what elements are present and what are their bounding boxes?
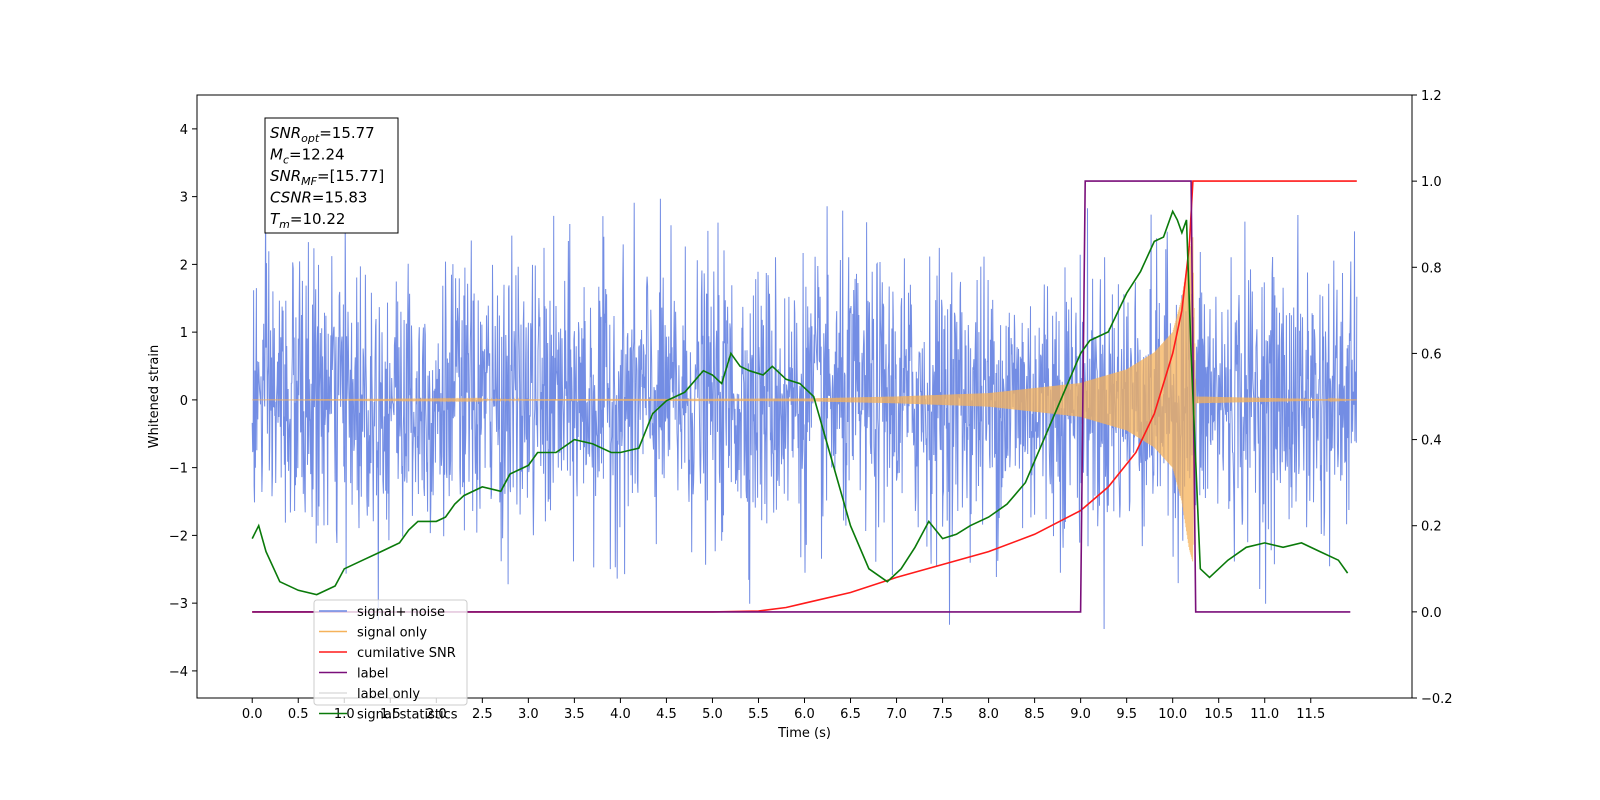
x-tick-label: 11.5 xyxy=(1296,707,1325,722)
x-axis: 0.0 0.5 1.0 1.5 2.0 2.5 3.0 3.5 4.0 4.5 5.0 5.5 6.0 6… xyxy=(242,698,1325,722)
legend-item-label: signal+ noise xyxy=(357,605,445,620)
annotation-line: Mc=12.24 xyxy=(270,146,345,167)
y-right-tick-label: 0.0 xyxy=(1421,606,1442,621)
y-left-tick-label: 0 xyxy=(180,394,188,409)
x-tick-label: 10.5 xyxy=(1204,707,1233,722)
y-axis-left: −4 −3 −2 −1 0 1 2 3 4 xyxy=(169,123,197,680)
x-tick-label: 11.0 xyxy=(1250,707,1279,722)
x-tick-label: 8.0 xyxy=(978,707,999,722)
x-tick-label: 10.0 xyxy=(1158,707,1187,722)
x-tick-label: 3.0 xyxy=(518,707,539,722)
y-left-tick-label: 4 xyxy=(180,123,188,138)
x-tick-label: 1.0 xyxy=(334,707,355,722)
x-tick-label: 7.5 xyxy=(932,707,953,722)
annotation-line: Tm=10.22 xyxy=(270,210,345,231)
x-tick-label: 1.5 xyxy=(380,707,401,722)
y-right-tick-label: 1.0 xyxy=(1421,175,1442,190)
y-right-tick-label: 0.4 xyxy=(1421,434,1442,449)
x-tick-label: 5.5 xyxy=(748,707,769,722)
y-right-tick-label: 0.6 xyxy=(1421,347,1442,362)
x-tick-label: 4.0 xyxy=(610,707,631,722)
y-axis-title: Whitened strain xyxy=(147,345,162,448)
x-tick-label: 8.5 xyxy=(1024,707,1045,722)
x-tick-label: 0.0 xyxy=(242,707,263,722)
legend-frame xyxy=(313,599,468,706)
legend-item-label: label only xyxy=(357,687,420,702)
x-tick-label: 3.5 xyxy=(564,707,585,722)
legend-item-label: label xyxy=(357,667,388,682)
series-signal-only xyxy=(252,237,1357,562)
y-left-tick-label: 1 xyxy=(180,326,188,341)
annotation-line: SNRMF=[15.77] xyxy=(270,167,384,188)
y-left-tick-label: −4 xyxy=(169,665,188,680)
y-right-tick-label: 0.8 xyxy=(1421,261,1442,276)
annotation-frame xyxy=(264,117,399,234)
x-tick-label: 7.0 xyxy=(886,707,907,722)
line-signal-only xyxy=(252,237,1357,562)
annotation-box: SNRopt=15.77Mc=12.24SNRMF=[15.77]CSNR=15… xyxy=(264,117,399,234)
y-left-tick-label: 2 xyxy=(180,258,188,273)
legend-item-label: cumilative SNR xyxy=(357,646,456,661)
x-tick-label: 5.0 xyxy=(702,707,723,722)
x-tick-label: 4.5 xyxy=(656,707,677,722)
x-tick-label: 2.5 xyxy=(472,707,493,722)
line-label xyxy=(252,180,1351,613)
line-cumulative-snr xyxy=(252,180,1357,613)
legend-item-label: signal only xyxy=(357,626,427,641)
y-left-tick-label: −1 xyxy=(169,462,188,477)
annotation-line: SNRopt=15.77 xyxy=(270,124,375,145)
y-right-tick-label: 0.2 xyxy=(1421,520,1442,535)
x-tick-label: 0.5 xyxy=(288,707,309,722)
y-right-tick-label: 1.2 xyxy=(1421,89,1442,104)
x-axis-title: Time (s) xyxy=(777,726,831,741)
legend-item-label: signal statistics xyxy=(357,708,458,723)
x-tick-label: 9.5 xyxy=(1116,707,1137,722)
x-tick-label: 2.0 xyxy=(426,707,447,722)
series-lines xyxy=(251,180,1357,613)
x-tick-label: 6.5 xyxy=(840,707,861,722)
y-left-tick-label: 3 xyxy=(180,191,188,206)
annotation-line: CSNR=15.83 xyxy=(270,189,367,207)
y-left-tick-label: −3 xyxy=(169,597,188,612)
y-axis-right: −0.2 0.0 0.2 0.4 0.6 0.8 1.0 1.2 xyxy=(1412,89,1453,707)
line-signal-statistics xyxy=(251,209,1349,596)
y-left-tick-label: −2 xyxy=(169,529,188,544)
x-tick-label: 9.0 xyxy=(1070,707,1091,722)
y-right-tick-label: −0.2 xyxy=(1421,692,1453,707)
x-tick-label: 6.0 xyxy=(794,707,815,722)
legend: signal+ noise signal only cumilative SNR la… xyxy=(313,599,468,723)
